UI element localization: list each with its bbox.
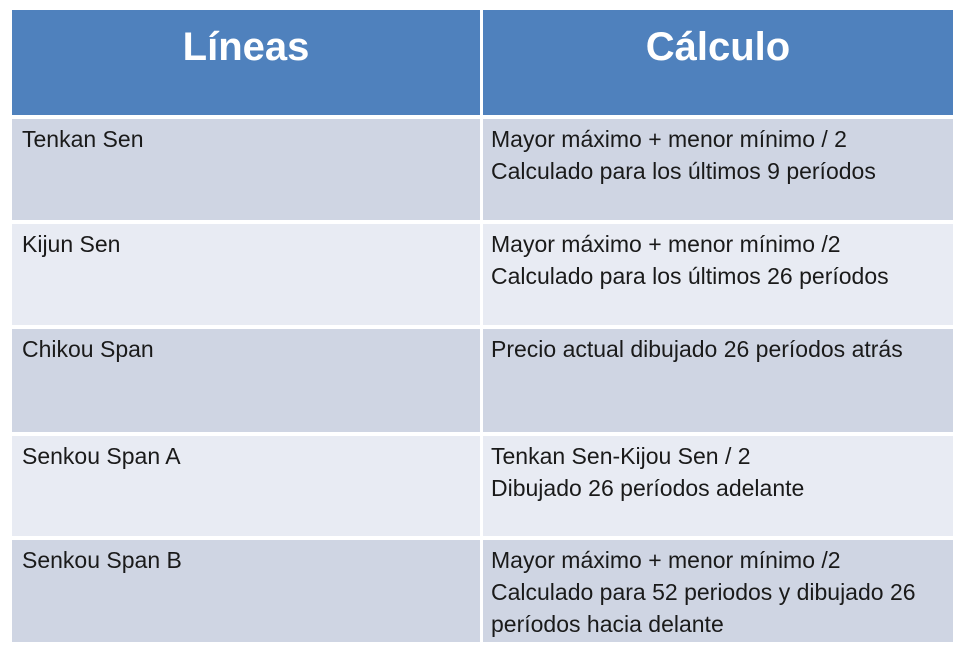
column-header-calculo: Cálculo xyxy=(483,10,953,115)
calc-cell-senkou-span-b: Mayor máximo + menor mínimo /2 Calculado… xyxy=(483,540,953,642)
calc-cell-tenkan-sen: Mayor máximo + menor mínimo / 2 Calculad… xyxy=(483,119,953,220)
line-cell-tenkan-sen: Tenkan Sen xyxy=(12,119,480,220)
line-cell-kijun-sen: Kijun Sen xyxy=(12,224,480,325)
line-cell-chikou-span: Chikou Span xyxy=(12,329,480,432)
calc-cell-chikou-span: Precio actual dibujado 26 períodos atrás xyxy=(483,329,953,432)
line-cell-senkou-span-b: Senkou Span B xyxy=(12,540,480,642)
calc-cell-kijun-sen: Mayor máximo + menor mínimo /2 Calculado… xyxy=(483,224,953,325)
line-cell-senkou-span-a: Senkou Span A xyxy=(12,436,480,536)
column-header-calculo-label: Cálculo xyxy=(645,25,791,69)
calc-cell-senkou-span-a: Tenkan Sen-Kijou Sen / 2 Dibujado 26 per… xyxy=(483,436,953,536)
ichimoku-lines-table: Líneas Cálculo Tenkan Sen Mayor máximo +… xyxy=(12,10,953,642)
column-header-lineas: Líneas xyxy=(12,10,480,115)
column-header-lineas-label: Líneas xyxy=(182,25,310,69)
